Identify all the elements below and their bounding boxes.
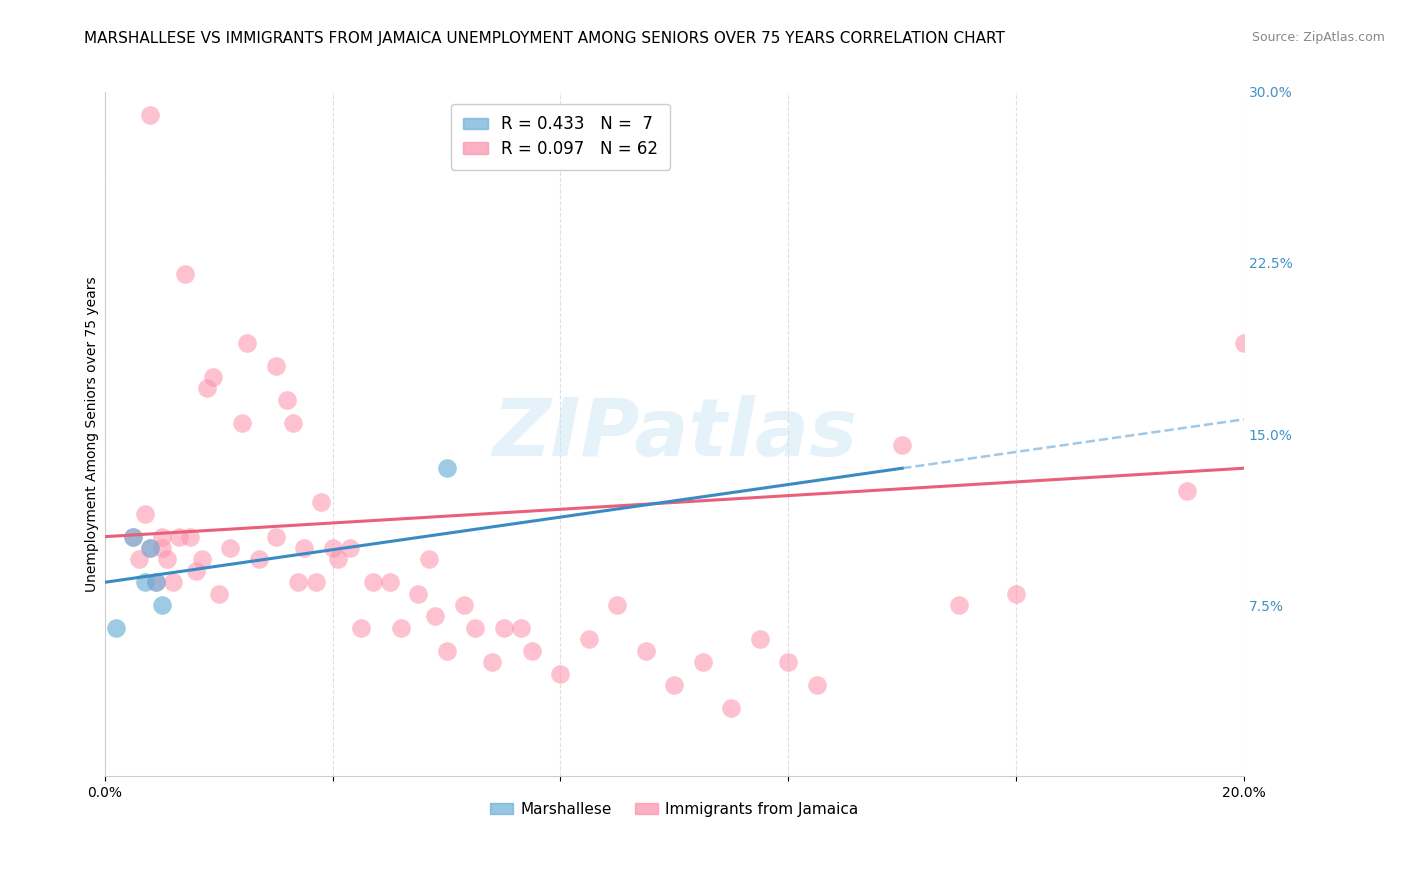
Text: Source: ZipAtlas.com: Source: ZipAtlas.com <box>1251 31 1385 45</box>
Point <box>350 621 373 635</box>
Point <box>361 575 384 590</box>
Y-axis label: Unemployment Among Seniors over 75 years: Unemployment Among Seniors over 75 years <box>86 277 100 591</box>
Point <box>778 655 800 669</box>
Point <box>1233 335 1256 350</box>
Point <box>287 575 309 590</box>
Point <box>184 564 207 578</box>
Point <box>247 552 270 566</box>
Point <box>128 552 150 566</box>
Point <box>425 609 447 624</box>
Point <box>692 655 714 669</box>
Point <box>550 666 572 681</box>
Point <box>378 575 401 590</box>
Point <box>492 621 515 635</box>
Point <box>219 541 242 555</box>
Point <box>464 621 486 635</box>
Point <box>304 575 326 590</box>
Point <box>162 575 184 590</box>
Point <box>195 381 218 395</box>
Point <box>139 541 162 555</box>
Point <box>173 268 195 282</box>
Point <box>150 541 173 555</box>
Point <box>339 541 361 555</box>
Point <box>236 335 259 350</box>
Point <box>606 598 628 612</box>
Point <box>481 655 503 669</box>
Point <box>202 370 225 384</box>
Point <box>948 598 970 612</box>
Point <box>436 644 458 658</box>
Point <box>122 530 145 544</box>
Point <box>322 541 344 555</box>
Point <box>105 621 128 635</box>
Point <box>509 621 531 635</box>
Point <box>1175 483 1198 498</box>
Point <box>139 108 162 122</box>
Point <box>891 438 914 452</box>
Point <box>720 700 742 714</box>
Point <box>276 392 298 407</box>
Point <box>167 530 190 544</box>
Legend: Marshallese, Immigrants from Jamaica: Marshallese, Immigrants from Jamaica <box>484 796 865 823</box>
Point <box>231 416 253 430</box>
Point <box>150 598 173 612</box>
Point <box>309 495 332 509</box>
Point <box>1005 587 1028 601</box>
Text: ZIPatlas: ZIPatlas <box>492 395 856 473</box>
Point <box>292 541 315 555</box>
Point <box>156 552 179 566</box>
Point <box>179 530 201 544</box>
Point <box>190 552 212 566</box>
Point <box>134 507 156 521</box>
Point <box>281 416 304 430</box>
Point <box>145 575 167 590</box>
Point <box>328 552 350 566</box>
Point <box>748 632 770 647</box>
Point <box>264 359 287 373</box>
Text: MARSHALLESE VS IMMIGRANTS FROM JAMAICA UNEMPLOYMENT AMONG SENIORS OVER 75 YEARS : MARSHALLESE VS IMMIGRANTS FROM JAMAICA U… <box>84 31 1005 46</box>
Point <box>208 587 231 601</box>
Point <box>406 587 429 601</box>
Point <box>134 575 156 590</box>
Point <box>453 598 475 612</box>
Point <box>418 552 440 566</box>
Point <box>264 530 287 544</box>
Point <box>634 644 657 658</box>
Point <box>578 632 600 647</box>
Point <box>389 621 412 635</box>
Point <box>664 678 686 692</box>
Point <box>145 575 167 590</box>
Point <box>520 644 543 658</box>
Point <box>436 461 458 475</box>
Point <box>806 678 828 692</box>
Point <box>122 530 145 544</box>
Point <box>139 541 162 555</box>
Point <box>150 530 173 544</box>
